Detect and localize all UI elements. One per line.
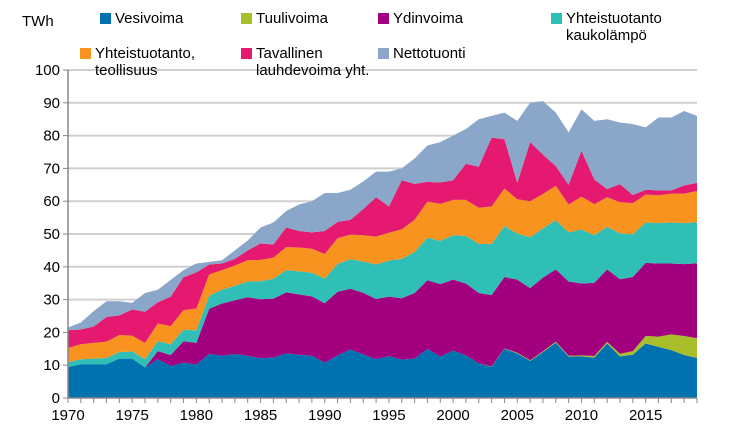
legend-label: Vesivoima bbox=[115, 10, 184, 27]
x-tick-label: 1980 bbox=[180, 407, 213, 424]
legend-swatch bbox=[551, 13, 562, 24]
y-tick-label: 10 bbox=[43, 357, 60, 374]
legend-ydinvoima: Ydinvoima bbox=[378, 10, 464, 27]
x-tick-label: 1970 bbox=[51, 407, 84, 424]
area-yhteistuotanto-kaukolämpö bbox=[68, 220, 697, 368]
x-tick-label: 2005 bbox=[501, 407, 534, 424]
y-tick-label: 30 bbox=[43, 292, 60, 309]
legend-label: Yhteistuotanto, bbox=[95, 45, 196, 62]
legend-swatch bbox=[80, 48, 91, 59]
y-tick-label: 90 bbox=[43, 95, 60, 112]
x-tick-label: 2000 bbox=[436, 407, 469, 424]
legend-label: Ydinvoima bbox=[393, 10, 464, 27]
x-tick-label: 1995 bbox=[372, 407, 405, 424]
legend-label: lauhdevoima yht. bbox=[256, 62, 370, 79]
legend-label: Yhteistuotanto bbox=[566, 10, 662, 27]
legend-tuulivoima: Tuulivoima bbox=[241, 10, 328, 27]
legend-label: kaukolämpö bbox=[566, 27, 647, 44]
legend-kaukolampo: Yhteistuotanto kaukolämpö bbox=[551, 10, 662, 44]
area-nettotuonti bbox=[68, 101, 697, 331]
legend-swatch bbox=[378, 13, 389, 24]
x-tick-label: 1990 bbox=[308, 407, 341, 424]
y-tick-label: 60 bbox=[43, 193, 60, 210]
x-tick-label: 1985 bbox=[244, 407, 277, 424]
area-yhteistuotanto-teollisuus bbox=[68, 185, 697, 363]
y-tick-label: 40 bbox=[43, 259, 60, 276]
areas bbox=[68, 101, 697, 398]
legend-swatch bbox=[241, 13, 252, 24]
y-tick-label: 70 bbox=[43, 160, 60, 177]
legend-label: Tavallinen bbox=[256, 45, 323, 62]
area-vesivoima bbox=[68, 342, 697, 398]
x-tick-label: 2015 bbox=[629, 407, 662, 424]
x-tick-label: 2010 bbox=[565, 407, 598, 424]
legend-label: Nettotuonti bbox=[393, 45, 466, 62]
legend-label: Tuulivoima bbox=[256, 10, 328, 27]
legend-swatch bbox=[100, 13, 111, 24]
legend-swatch bbox=[378, 48, 389, 59]
y-tick-label: 80 bbox=[43, 128, 60, 145]
legend-swatch bbox=[241, 48, 252, 59]
y-tick-label: 20 bbox=[43, 324, 60, 341]
y-tick-label: 50 bbox=[43, 226, 60, 243]
y-tick-label: 100 bbox=[35, 62, 60, 79]
y-axis-unit: TWh bbox=[22, 13, 54, 30]
legend-vesivoima: Vesivoima bbox=[100, 10, 184, 27]
area-tavallinen-lauhdevoima-yht- bbox=[68, 137, 697, 348]
area-ydinvoima bbox=[68, 262, 697, 368]
legend-label: teollisuus bbox=[95, 62, 158, 79]
legend-nettotuonti: Nettotuonti bbox=[378, 45, 466, 62]
y-tick-label: 0 bbox=[52, 390, 60, 407]
legend-lauhdevoima: Tavallinen lauhdevoima yht. bbox=[241, 45, 370, 79]
legend-teollisuus: Yhteistuotanto, teollisuus bbox=[80, 45, 196, 79]
axes: 0 10 20 30 40 50 60 70 80 90 100 1970 1975 1980 1985 19… bbox=[35, 62, 698, 424]
x-tick-label: 1975 bbox=[115, 407, 148, 424]
